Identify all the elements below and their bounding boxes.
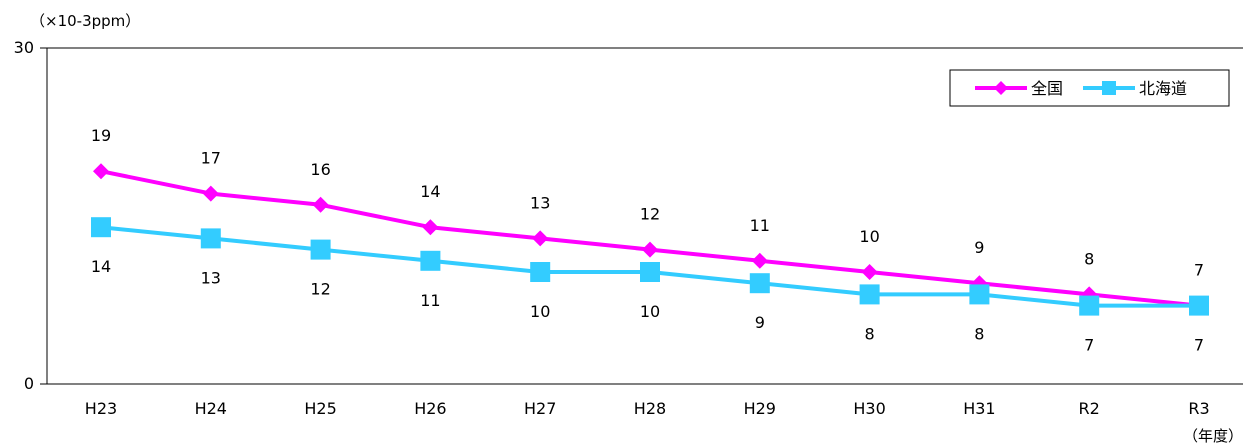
y-tick-label-max: 30 — [14, 38, 34, 57]
data-point-diamond — [422, 219, 439, 236]
x-tick-label: H23 — [85, 399, 117, 418]
data-label: 8 — [974, 324, 984, 343]
data-point-diamond — [202, 185, 219, 202]
x-tick-label: H26 — [414, 399, 446, 418]
data-label: 19 — [91, 126, 111, 145]
data-label: 14 — [420, 182, 440, 201]
x-tick-label: R2 — [1079, 399, 1100, 418]
data-point-diamond — [642, 241, 658, 258]
data-label: 13 — [530, 193, 550, 212]
data-point-diamond — [93, 163, 109, 180]
data-point-square — [1189, 295, 1209, 316]
data-label: 8 — [865, 324, 875, 343]
x-tick-label: H24 — [195, 399, 227, 418]
data-point-square — [200, 228, 221, 249]
data-label: 11 — [420, 291, 440, 310]
data-label: 10 — [859, 227, 879, 246]
legend: 全国 北海道 — [949, 69, 1230, 107]
x-tick-label: H29 — [744, 399, 776, 418]
data-point-square — [749, 273, 770, 294]
data-point-square — [969, 284, 990, 305]
data-label: 8 — [1084, 249, 1094, 268]
legend-item-2: 北海道 — [1083, 79, 1187, 98]
legend-swatch-marker — [1102, 81, 1116, 95]
legend-label: 全国 — [1031, 79, 1063, 98]
x-tick-label: R3 — [1188, 399, 1209, 418]
legend-label: 北海道 — [1139, 79, 1187, 98]
x-tick-label: H28 — [634, 399, 666, 418]
data-label: 14 — [91, 257, 111, 276]
data-labels: 19 17 16 14 13 12 11 10 9 8 7 14 13 12 11 10 10 9 8 8 7 7 — [91, 126, 1204, 354]
data-label: 9 — [974, 238, 984, 257]
data-point-diamond — [861, 264, 878, 280]
data-point-square — [530, 262, 551, 282]
data-label: 7 — [1194, 261, 1204, 280]
series-2 — [91, 217, 1209, 316]
data-point-diamond — [532, 230, 549, 247]
y-tick-label-min: 0 — [24, 374, 34, 393]
series-1 — [93, 163, 1207, 314]
data-point-square — [91, 217, 111, 238]
x-tick-label: H30 — [853, 399, 885, 418]
data-point-diamond — [751, 252, 768, 269]
data-point-square — [1079, 295, 1100, 316]
data-label: 10 — [530, 302, 550, 321]
data-label: 16 — [310, 160, 330, 179]
data-point-square — [420, 250, 441, 271]
data-label: 9 — [755, 313, 765, 332]
x-tick-label: H27 — [524, 399, 556, 418]
data-point-square — [310, 239, 331, 260]
x-axis-unit-label: （年度） — [1183, 427, 1243, 445]
data-label: 12 — [640, 205, 660, 224]
legend-item-1: 全国 — [975, 79, 1063, 98]
data-point-diamond — [312, 196, 329, 213]
data-point-square — [640, 262, 660, 282]
series-layer — [91, 163, 1209, 316]
data-label: 17 — [201, 149, 221, 168]
y-axis-unit-label: （×10-3ppm） — [30, 12, 140, 30]
data-point-square — [859, 284, 880, 305]
legend-swatch-marker — [994, 81, 1008, 95]
data-label: 12 — [310, 280, 330, 299]
data-label: 7 — [1084, 336, 1094, 355]
x-tick-label: H31 — [963, 399, 995, 418]
series-line — [100, 169, 1200, 308]
data-label: 13 — [201, 268, 221, 287]
data-label: 7 — [1194, 336, 1204, 355]
x-tick-label: H25 — [304, 399, 336, 418]
x-tick-labels: H23 H24 H25 H26 H27 H28 H29 H30 H31 R2 R3 — [85, 399, 1210, 418]
data-label: 11 — [750, 216, 770, 235]
data-label: 10 — [640, 302, 660, 321]
